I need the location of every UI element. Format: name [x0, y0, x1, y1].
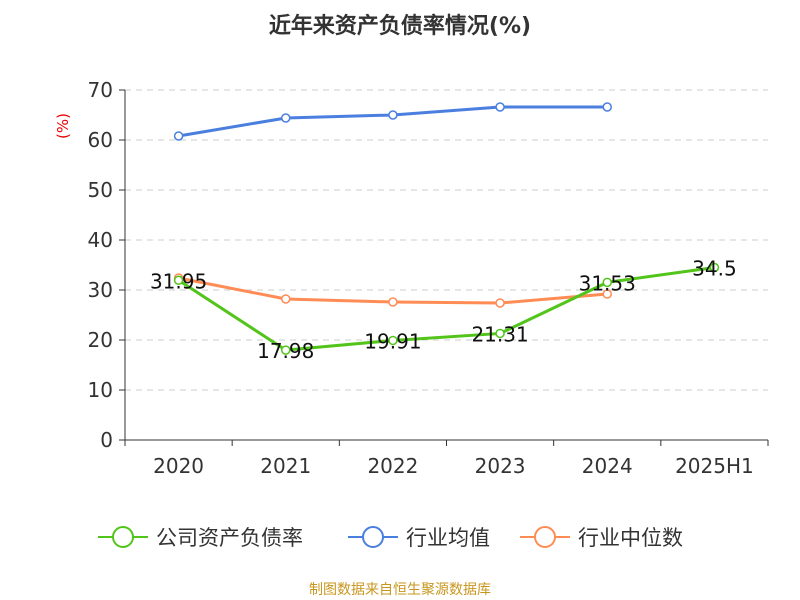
legend-marker	[112, 526, 134, 548]
x-tick-label: 2025H1	[675, 454, 754, 478]
y-tick-label: 40	[88, 228, 113, 252]
data-point	[281, 345, 291, 355]
x-tick-label: 2022	[367, 454, 418, 478]
x-tick-label: 2020	[153, 454, 204, 478]
data-label: 17.98	[257, 339, 314, 363]
data-point	[602, 289, 612, 299]
data-label: 21.31	[471, 322, 528, 346]
data-point	[388, 110, 398, 120]
source-note: 制图数据来自恒生聚源数据库	[309, 582, 491, 598]
y-tick-label: 10	[88, 378, 113, 402]
legend-marker	[362, 526, 384, 548]
data-point	[173, 275, 184, 285]
y-axis-label: (%)	[54, 113, 72, 139]
data-label: 19.91	[364, 329, 421, 353]
data-point	[602, 277, 612, 288]
y-tick-label: 30	[88, 278, 113, 302]
data-point	[495, 102, 505, 112]
data-point	[495, 298, 505, 308]
data-point	[388, 335, 398, 346]
legend-label[interactable]: 行业中位数	[578, 526, 683, 550]
data-point	[388, 297, 398, 307]
y-tick-label: 60	[88, 128, 113, 152]
y-tick-label: 50	[88, 178, 113, 202]
legend-label[interactable]: 行业均值	[406, 526, 490, 550]
data-point	[709, 262, 720, 273]
y-tick-label: 0	[100, 428, 113, 452]
chart-title: 近年来资产负债率情况(%)	[269, 13, 531, 39]
y-tick-label: 70	[88, 78, 113, 102]
data-point	[281, 294, 291, 304]
x-tick-label: 2024	[582, 454, 633, 478]
x-tick-label: 2021	[260, 454, 311, 478]
legend-marker	[534, 526, 556, 548]
legend-label[interactable]: 公司资产负债率	[156, 526, 303, 550]
data-point	[495, 328, 505, 339]
series-line-0	[177, 266, 715, 352]
data-point	[281, 113, 291, 123]
x-tick-label: 2023	[475, 454, 526, 478]
data-label: 31.53	[579, 271, 636, 295]
data-point	[602, 102, 612, 112]
data-point	[173, 131, 184, 141]
data-label: 34.5	[692, 257, 737, 281]
data-label: 31.95	[150, 269, 207, 293]
y-tick-label: 20	[88, 328, 113, 352]
